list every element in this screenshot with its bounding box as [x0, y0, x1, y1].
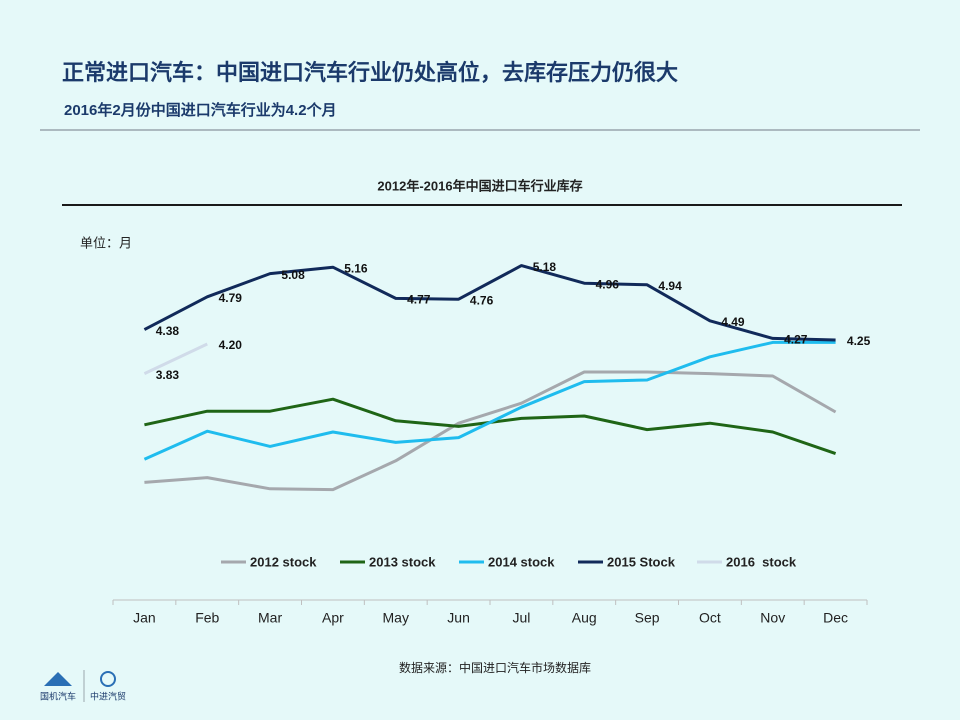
source-note: 数据来源：中国进口汽车市场数据库 — [399, 660, 591, 675]
slide-title: 正常进口汽车：中国进口汽车行业仍处高位，去库存压力仍很大 — [62, 60, 678, 85]
data-label: 4.38 — [156, 324, 180, 338]
logo-icon — [100, 671, 116, 687]
legend-label: 2012 stock — [250, 554, 317, 569]
legend-label: 2015 Stock — [607, 554, 676, 569]
chart-title: 2012年-2016年中国进口车行业库存 — [377, 178, 582, 193]
x-tick-label: Feb — [195, 610, 219, 626]
data-label: 4.79 — [219, 291, 243, 305]
logo-right-text: 中进汽贸 — [90, 690, 126, 701]
data-label: 4.76 — [470, 293, 494, 307]
x-tick-label: Sep — [635, 610, 660, 626]
x-tick-label: Apr — [322, 610, 344, 626]
slide-subtitle: 2016年2月份中国进口汽车行业为4.2个月 — [64, 101, 337, 119]
data-label: 5.08 — [281, 268, 305, 282]
legend-label: 2016 stock — [726, 554, 797, 569]
data-label: 5.16 — [344, 261, 368, 275]
legend-label: 2014 stock — [488, 554, 555, 569]
x-tick-label: Dec — [823, 610, 848, 626]
logo-left-text: 国机汽车 — [40, 690, 76, 701]
x-tick-label: Jun — [447, 610, 470, 626]
series-line — [143, 264, 836, 342]
data-label: 4.94 — [658, 279, 682, 293]
unit-label: 单位：月 — [80, 235, 132, 250]
data-label: 3.83 — [156, 368, 180, 382]
logo-icon — [44, 672, 72, 686]
data-label: 4.96 — [596, 277, 620, 291]
x-tick-label: Oct — [699, 610, 721, 626]
x-tick-label: Mar — [258, 610, 282, 626]
x-tick-label: Nov — [760, 610, 785, 626]
data-label: 4.20 — [219, 338, 243, 352]
x-tick-label: May — [383, 610, 409, 626]
data-label: 4.49 — [721, 315, 745, 329]
data-label: 4.25 — [847, 334, 871, 348]
legend-label: 2013 stock — [369, 554, 436, 569]
data-label: 5.18 — [533, 260, 557, 274]
data-label: 4.77 — [407, 293, 431, 307]
series-line — [144, 370, 837, 492]
series-line — [143, 342, 208, 375]
series-line — [143, 340, 836, 461]
x-tick-label: Aug — [572, 610, 597, 626]
x-tick-label: Jul — [512, 610, 530, 626]
data-label: 4.27 — [784, 333, 808, 347]
x-tick-label: Jan — [133, 610, 156, 626]
